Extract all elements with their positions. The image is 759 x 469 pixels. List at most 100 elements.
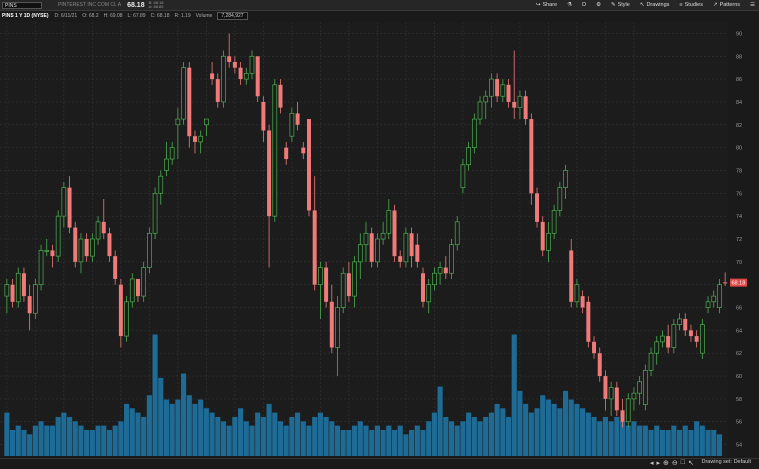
candle-body [152, 192, 158, 234]
symbol-input[interactable]: PINS [2, 1, 42, 9]
flask-button[interactable]: ⚗ [567, 2, 572, 8]
candle [135, 278, 140, 302]
price-tag-label: 68.18 [732, 281, 746, 287]
volume-value: 7,284,927 [217, 11, 248, 20]
volume-bar [209, 412, 215, 456]
d-button[interactable]: D [582, 2, 586, 8]
volume-bar [152, 334, 158, 456]
pan-left-icon[interactable]: ◂ [650, 460, 654, 467]
studies-button[interactable]: ≡ Studies [679, 2, 703, 8]
candle-body [642, 369, 648, 405]
drawings-button[interactable]: ↖ Drawings [640, 2, 670, 8]
pan-right-icon[interactable]: ▸ [656, 460, 661, 467]
zoom-out-icon[interactable]: ⊖ [671, 460, 678, 467]
volume-bar [374, 425, 380, 456]
candle-body [15, 272, 21, 303]
volume-bar [511, 334, 517, 456]
patterns-button[interactable]: ↗ Patterns [713, 2, 740, 8]
volume-bar [15, 425, 21, 456]
candle [403, 227, 409, 268]
candle [723, 272, 728, 286]
ask-value: A: 68.65 [148, 4, 164, 9]
style-button[interactable]: ✎ Style [611, 2, 630, 8]
candle-body [489, 78, 494, 97]
candle-body [723, 282, 728, 284]
y-tick-label: 78 [736, 168, 742, 174]
candle-body [107, 233, 112, 257]
volume-bar [300, 421, 306, 456]
candle-body [437, 267, 443, 274]
candle-body [38, 250, 44, 286]
volume-bar [716, 434, 723, 456]
candle-body [608, 387, 614, 400]
candle [705, 296, 711, 314]
candle [625, 393, 631, 428]
candle-body [700, 324, 705, 354]
candle [466, 141, 471, 171]
volume-bar [517, 390, 523, 456]
candle-body [198, 135, 204, 143]
candle-body [221, 55, 226, 103]
candle-body [50, 250, 55, 257]
drawing-set-selector[interactable]: Drawing set: Default [701, 459, 751, 465]
last-price: 68.18 [127, 1, 145, 9]
candle-body [324, 267, 329, 302]
candle [284, 141, 289, 165]
volume-bar [340, 429, 346, 456]
candle [21, 267, 26, 302]
candle-body [301, 147, 306, 154]
zoom-fit-icon[interactable]: □ [680, 459, 686, 466]
volume-bar [477, 421, 483, 456]
candle-body [392, 210, 397, 257]
volume-bar [266, 403, 272, 456]
candle-body [84, 239, 89, 257]
candle [683, 313, 688, 337]
candle-body [90, 238, 95, 257]
candle [169, 141, 175, 165]
top-toolbar: PINS PINTEREST INC COM CL A 68.18 B: 68.… [0, 0, 759, 11]
volume-bar [4, 412, 10, 456]
company-name: PINTEREST INC COM CL A [58, 2, 122, 8]
volume-bar [289, 416, 295, 456]
candle [688, 324, 693, 342]
candle-body [694, 336, 699, 342]
volume-bar [523, 403, 529, 456]
candle [357, 233, 363, 279]
candle [38, 244, 44, 291]
candle [152, 187, 158, 239]
candle-body [580, 296, 585, 308]
candle-body [483, 95, 489, 103]
drawings-label: Drawings [646, 2, 670, 8]
candle [592, 336, 597, 359]
y-tick-label: 80 [736, 146, 742, 152]
candle-body [717, 284, 722, 308]
share-button[interactable]: ↪ Share [536, 2, 557, 8]
volume-bar [454, 425, 460, 456]
candle [477, 96, 483, 125]
candle-body [614, 387, 619, 411]
candle [118, 278, 123, 348]
candle [44, 239, 50, 257]
volume-bar [574, 403, 580, 456]
cursor-tool-icon[interactable]: ↖ [688, 460, 694, 467]
chart-info-bar: PINS 1 Y 1D (NYSE) D: 6/11/21 O: 68.2 H:… [0, 11, 730, 20]
volume-bar [625, 425, 631, 456]
candle-body [592, 341, 597, 354]
style-icon: ✎ [611, 2, 616, 8]
volume-bar [568, 399, 574, 456]
candle-body [272, 84, 278, 217]
candle [238, 61, 243, 85]
volume-bar [66, 416, 73, 456]
candle-body [55, 215, 61, 257]
menu-button[interactable]: ☰ [750, 2, 755, 8]
settings-button[interactable]: ⚙ [596, 2, 601, 8]
volume-bar [545, 399, 551, 456]
candlesticks [4, 33, 728, 428]
candle [369, 227, 374, 268]
volume-bar [580, 408, 586, 456]
zoom-in-icon[interactable]: ⊕ [663, 460, 669, 467]
candle [671, 318, 677, 354]
volume-bar [89, 429, 95, 456]
candle-body [546, 232, 551, 251]
